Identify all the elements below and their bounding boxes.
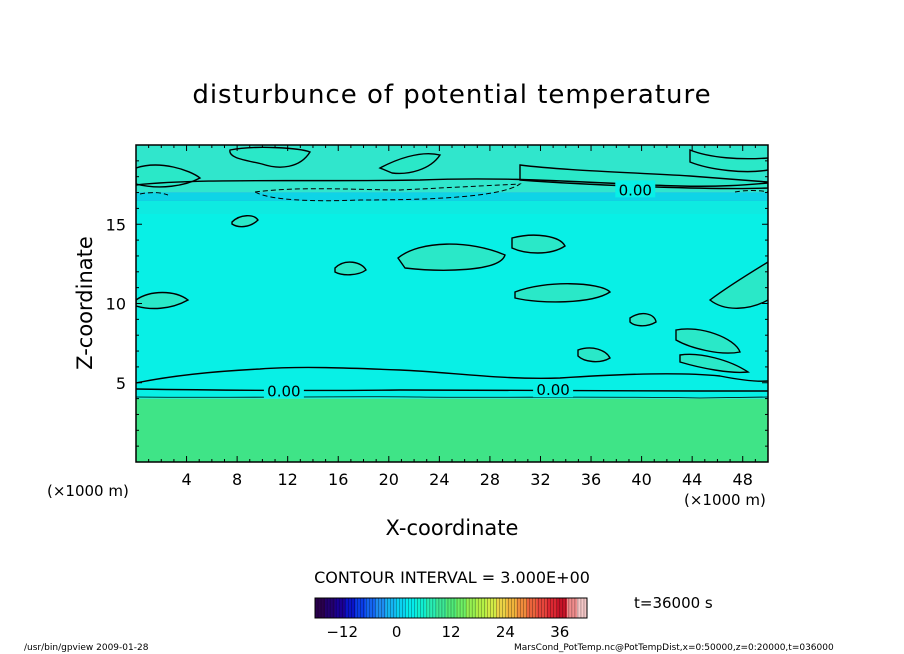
x-tick-label: 48 (733, 470, 753, 489)
footer-left: /usr/bin/gpview 2009-01-28 (24, 643, 149, 653)
contour-label-bg-2 (533, 380, 574, 398)
y-tick-label: 5 (116, 374, 126, 393)
x-axis-label: X-coordinate (386, 516, 519, 540)
x-tick-label: 36 (581, 470, 601, 489)
x-tick-label: 8 (232, 470, 242, 489)
colorbar-frame (314, 597, 588, 619)
zero-contour-base (136, 388, 768, 392)
colorbar-tick-label: 12 (441, 623, 460, 641)
dashed-contour-a (253, 183, 522, 202)
colorbar-cell (345, 598, 356, 618)
field-layer-1 (136, 192, 768, 399)
plot-area: 0.00 0.00 0.00 (136, 145, 768, 462)
colorbar-cell (405, 598, 417, 618)
x-tick-label: 4 (181, 470, 191, 489)
contour-blob-14-a (397, 243, 506, 271)
contour-blob-7-b (675, 328, 741, 354)
y-axis: 5 10 15 (106, 160, 768, 447)
contour-blob-14-b (511, 234, 566, 254)
colorbar-cell (556, 598, 568, 618)
colorbar-cell (486, 598, 497, 618)
contour-blob-small-1 (231, 215, 259, 228)
contour-lines (136, 146, 768, 374)
colorbar-cell (466, 598, 477, 618)
zero-contours (136, 178, 768, 399)
contour-blob-12 (334, 261, 367, 276)
negative-contours (139, 183, 768, 202)
x-unit-right: (×1000 m) (684, 491, 766, 509)
colorbar-cell (496, 598, 507, 618)
contour-blob-7-a (577, 347, 611, 363)
dashed-contour-c (734, 190, 768, 193)
contour-top-mid (378, 153, 442, 175)
zero-contour-upper (136, 178, 768, 187)
colorbar-cell (516, 598, 528, 618)
zero-contour-lower (136, 366, 768, 384)
field-layer-0 (136, 398, 768, 462)
contour-label-bg-1 (263, 381, 304, 399)
x-tick-label: 16 (328, 470, 348, 489)
contour-label-0: 0.00 (619, 181, 652, 199)
contour-label-2: 0.00 (536, 381, 569, 399)
colorbar-cell (315, 598, 326, 618)
dashed-contour-b (139, 192, 169, 196)
colorbar-tick-label: 0 (392, 623, 402, 641)
band-shadow (136, 192, 768, 201)
y-tick-label: 15 (106, 215, 126, 234)
x-axis: 4 8 12 16 20 24 28 32 36 40 44 48 (148, 145, 756, 489)
colorbar-tick-label: −12 (326, 623, 358, 641)
colorbar-tick-label: 24 (496, 623, 515, 641)
x-tick-label: 12 (278, 470, 298, 489)
x-tick-label: 28 (480, 470, 500, 489)
contour-label-1: 0.00 (267, 383, 300, 401)
colorbar-tick-label: 36 (550, 623, 569, 641)
colorbar-cell (456, 598, 467, 618)
contour-label-bg-0 (615, 180, 656, 198)
contour-top-right (689, 148, 768, 173)
x-tick-label: 44 (682, 470, 702, 489)
colorbar (314, 598, 588, 618)
colorbar-cell (546, 598, 558, 618)
colorbar-cell (576, 598, 588, 618)
contour-interval: CONTOUR INTERVAL = 3.000E+00 (314, 568, 590, 587)
x-unit-left: (×1000 m) (47, 482, 129, 500)
colorbar-cell (335, 598, 346, 618)
chart-title: disturbunce of potential temperature (192, 80, 711, 110)
x-tick-label: 32 (530, 470, 550, 489)
contour-right-edge (708, 261, 768, 309)
colorbar-cell (365, 598, 376, 618)
contour-labels: 0.00 0.00 0.00 (263, 180, 656, 401)
colorbar-cell (526, 598, 538, 618)
colorbar-ticks: −12 0 12 24 36 (326, 623, 569, 641)
x-tick-label: 40 (631, 470, 651, 489)
time-label: t=36000 s (634, 594, 713, 612)
contour-blob-10-a (514, 283, 612, 303)
y-tick-label: 10 (106, 295, 126, 314)
layer-boundary (136, 396, 768, 399)
colorbar-cell (435, 598, 447, 618)
colorbar-cell (425, 598, 437, 618)
colorbar-cell (395, 598, 407, 618)
footer-right: MarsCond_PotTemp.nc@PotTempDist,x=0:5000… (514, 643, 834, 653)
contour-top-blob (229, 146, 312, 168)
y-axis-label: Z-coordinate (73, 236, 97, 370)
contour-blob-10-b (629, 312, 657, 327)
contour-blob-small-2 (679, 353, 750, 374)
contour-left-edge (136, 291, 190, 310)
x-tick-label: 20 (379, 470, 399, 489)
x-tick-label: 24 (429, 470, 449, 489)
band-highlight (136, 200, 768, 214)
colorbar-cell (375, 598, 387, 618)
